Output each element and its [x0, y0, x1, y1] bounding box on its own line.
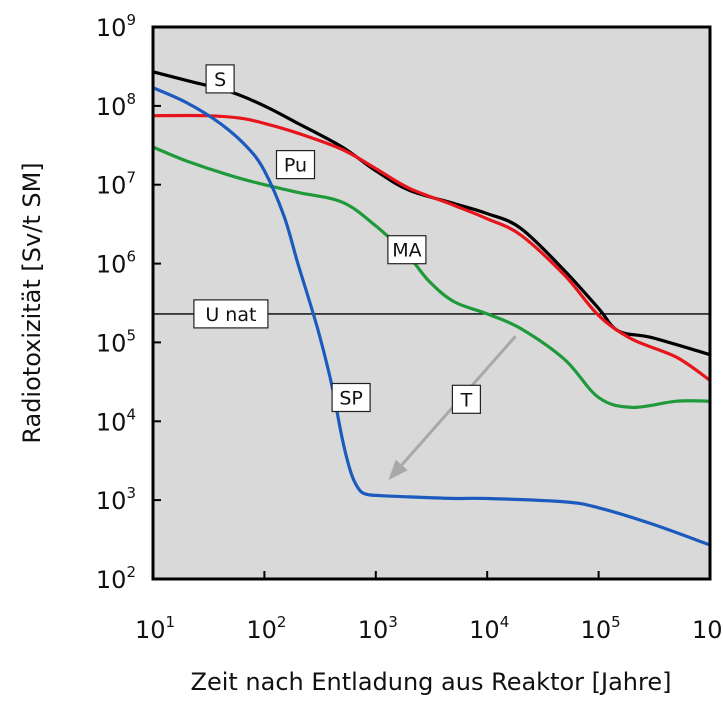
- series-line-pu: [151, 113, 712, 382]
- x-axis-title: Zeit nach Entladung aus Reaktor [Jahre]: [191, 668, 672, 696]
- y-tick-label: 108: [96, 90, 136, 121]
- x-tick-label: 104: [469, 613, 509, 644]
- label-ma: MA: [387, 235, 427, 265]
- label-text: S: [214, 69, 226, 91]
- y-axis-title: Radiotoxizität [Sv/t SM]: [18, 162, 46, 443]
- series-line-ma: [151, 145, 712, 410]
- label-box: [387, 235, 427, 265]
- label-sp: SP: [331, 382, 371, 413]
- series-line-sp: [151, 86, 712, 547]
- y-tick-label: 109: [96, 11, 136, 42]
- x-tick-label: 101: [135, 613, 175, 644]
- label-t: T: [451, 384, 481, 414]
- y-tick-label: 107: [96, 169, 136, 200]
- x-axis-ticks: 101 102 103 104 105 106: [135, 571, 723, 644]
- y-tick-label: 106: [96, 248, 136, 279]
- label-text: U nat: [205, 304, 256, 326]
- label-text: SP: [339, 388, 363, 410]
- label-text: T: [460, 389, 473, 411]
- label-box: [451, 384, 481, 414]
- label-box: [331, 382, 371, 413]
- label-s: S: [205, 64, 235, 94]
- label-text: Pu: [284, 155, 307, 177]
- label-pu: Pu: [275, 150, 316, 180]
- y-tick-label: 102: [96, 563, 136, 594]
- y-tick-label: 103: [96, 484, 136, 515]
- label-layer: S Pu MA U nat SP T: [193, 64, 481, 414]
- label-box: [205, 64, 235, 94]
- label-box: [193, 299, 269, 329]
- y-tick-label: 105: [96, 326, 136, 357]
- y-axis-ticks: 102 103 104 105 106 107 108 109: [96, 11, 161, 594]
- label-u-nat: U nat: [193, 299, 269, 329]
- x-tick-label: 106: [692, 613, 723, 644]
- y-tick-label: 104: [96, 405, 136, 436]
- x-tick-label: 102: [246, 613, 286, 644]
- plot-frame: [151, 25, 712, 581]
- x-tick-label: 105: [581, 613, 621, 644]
- series-layer: [151, 70, 712, 547]
- label-box: [275, 150, 316, 180]
- transmutation-arrow-head: [388, 459, 408, 480]
- x-tick-label: 103: [358, 613, 398, 644]
- label-text: MA: [392, 240, 421, 262]
